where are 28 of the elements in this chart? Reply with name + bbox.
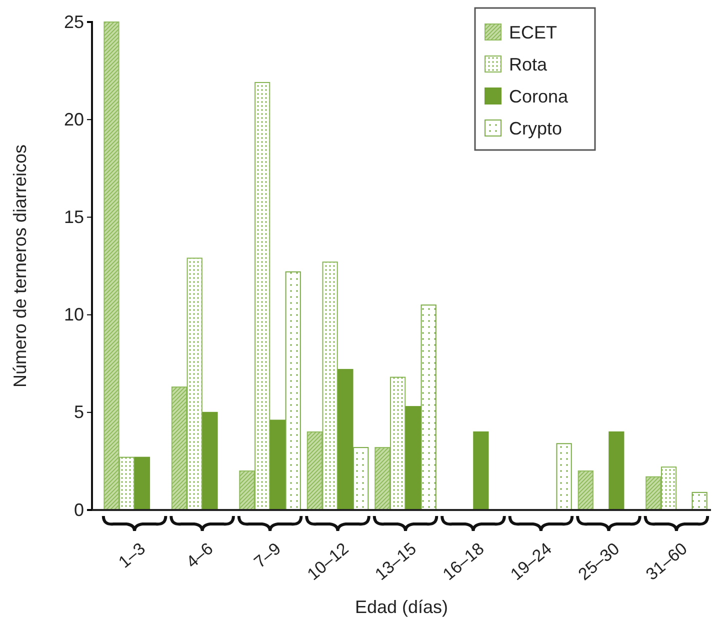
y-tick-label: 10 <box>64 304 84 325</box>
x-axis-title: Edad (días) <box>354 597 448 617</box>
bar <box>578 470 594 510</box>
x-tick-label: 1–3 <box>114 539 149 572</box>
x-tick-label: 7–9 <box>250 539 284 572</box>
y-tick-label: 5 <box>74 402 84 422</box>
bar <box>473 431 489 510</box>
bar <box>608 431 624 510</box>
y-tick-label: 20 <box>64 109 84 130</box>
bar <box>556 443 572 510</box>
y-tick-label: 0 <box>74 500 84 520</box>
bar <box>692 492 708 510</box>
legend-label: Corona <box>509 86 570 106</box>
legend-label: ECET <box>509 22 558 42</box>
bar <box>420 304 436 510</box>
y-tick-label: 25 <box>64 12 84 32</box>
bar <box>353 447 369 510</box>
x-tick-label: 4–6 <box>182 539 217 572</box>
bar <box>134 456 150 510</box>
y-axis-title: Número de terneros diarreicos <box>10 144 30 388</box>
bar <box>338 368 354 510</box>
legend-label: Rota <box>509 54 548 74</box>
bar <box>202 412 218 510</box>
bar <box>285 271 301 510</box>
y-tick-label: 15 <box>64 206 84 227</box>
bar <box>405 406 422 510</box>
legend-label: Crypto <box>509 118 562 138</box>
bar <box>270 420 286 510</box>
